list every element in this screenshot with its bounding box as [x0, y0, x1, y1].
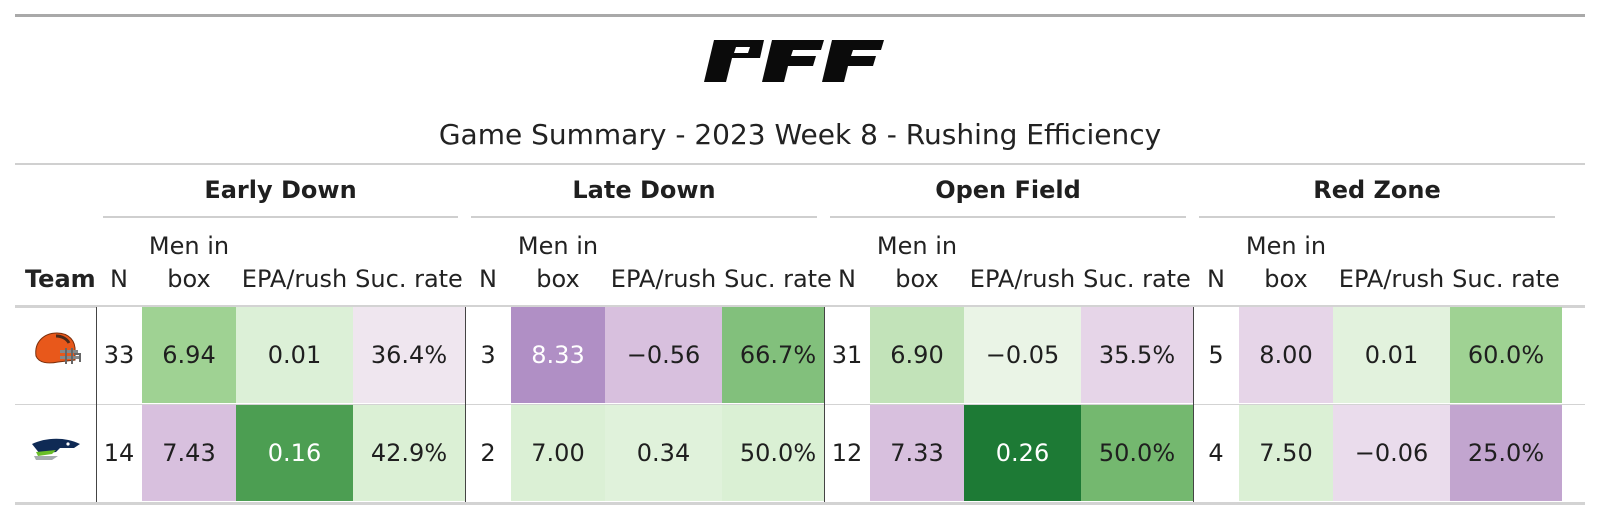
- column-header-n: N: [838, 265, 856, 293]
- table-cell: 33: [96, 307, 142, 403]
- top-rule: [15, 14, 1585, 17]
- spanner-late-down: Late Down: [572, 176, 716, 204]
- table-cell: 14: [96, 405, 142, 501]
- spanner-red-zone: Red Zone: [1313, 176, 1441, 204]
- column-header-n: N: [479, 265, 497, 293]
- group-divider: [465, 307, 466, 502]
- table-cell: 50.0%: [722, 405, 834, 501]
- bottom-rule: [15, 502, 1585, 505]
- column-header-suc-rate: Suc. rate: [1083, 265, 1191, 293]
- table-cell: 50.0%: [1081, 405, 1193, 501]
- table-cell: 0.34: [605, 405, 722, 501]
- column-header-epa-rush: EPA/rush: [610, 265, 717, 293]
- spanner-line-open-field: [830, 216, 1186, 218]
- column-header-men-in-box: Men in box: [1245, 232, 1327, 293]
- table-cell: 25.0%: [1450, 405, 1562, 501]
- column-header-epa-rush: EPA/rush: [241, 265, 348, 293]
- header-rule: [15, 305, 1585, 308]
- table-cell: 42.9%: [353, 405, 465, 501]
- spanner-line-early-down: [103, 216, 458, 218]
- table-cell: 8.00: [1239, 307, 1333, 403]
- table-cell: 35.5%: [1081, 307, 1193, 403]
- table-cell: 0.01: [1333, 307, 1450, 403]
- table-cell: 3: [465, 307, 511, 403]
- table-cell: 6.90: [870, 307, 964, 403]
- row-divider: [15, 404, 1585, 405]
- table-cell: 66.7%: [722, 307, 834, 403]
- table-cell: 5: [1193, 307, 1239, 403]
- table-cell: 8.33: [511, 307, 605, 403]
- column-header-epa-rush: EPA/rush: [1338, 265, 1445, 293]
- table-cell: 0.16: [236, 405, 353, 501]
- column-header-suc-rate: Suc. rate: [1452, 265, 1560, 293]
- table-cell: 31: [824, 307, 870, 403]
- table-cell: 7.43: [142, 405, 236, 501]
- column-header-men-in-box: Men in box: [876, 232, 958, 293]
- table-cell: 6.94: [142, 307, 236, 403]
- column-header-suc-rate: Suc. rate: [724, 265, 832, 293]
- table-cell: 0.26: [964, 405, 1081, 501]
- team-divider: [96, 307, 97, 502]
- table-title: Game Summary - 2023 Week 8 - Rushing Eff…: [438, 118, 1162, 151]
- column-header-men-in-box: Men in box: [517, 232, 599, 293]
- group-divider: [1193, 307, 1194, 502]
- spanner-line-late-down: [471, 216, 817, 218]
- column-header-suc-rate: Suc. rate: [355, 265, 463, 293]
- spanner-open-field: Open Field: [935, 176, 1081, 204]
- table-cell: 0.01: [236, 307, 353, 403]
- table-cell: 12: [824, 405, 870, 501]
- title-rule: [15, 163, 1585, 165]
- table-cell: −0.06: [1333, 405, 1450, 501]
- column-header-team: Team: [25, 265, 96, 293]
- table-cell: 4: [1193, 405, 1239, 501]
- column-header-men-in-box: Men in box: [148, 232, 230, 293]
- spanner-line-red-zone: [1199, 216, 1555, 218]
- pff-logo: [704, 40, 884, 82]
- column-header-n: N: [1207, 265, 1225, 293]
- column-header-epa-rush: EPA/rush: [969, 265, 1076, 293]
- seahawks-logo-icon: [32, 438, 80, 460]
- table-cell: −0.05: [964, 307, 1081, 403]
- column-header-n: N: [110, 265, 128, 293]
- table-cell: 2: [465, 405, 511, 501]
- table-cell: 7.50: [1239, 405, 1333, 501]
- table-cell: −0.56: [605, 307, 722, 403]
- table-cell: 36.4%: [353, 307, 465, 403]
- table-cell: 7.33: [870, 405, 964, 501]
- browns-helmet-icon: [35, 332, 81, 364]
- group-divider: [824, 307, 825, 502]
- spanner-early-down: Early Down: [204, 176, 357, 204]
- table-cell: 60.0%: [1450, 307, 1562, 403]
- table-cell: 7.00: [511, 405, 605, 501]
